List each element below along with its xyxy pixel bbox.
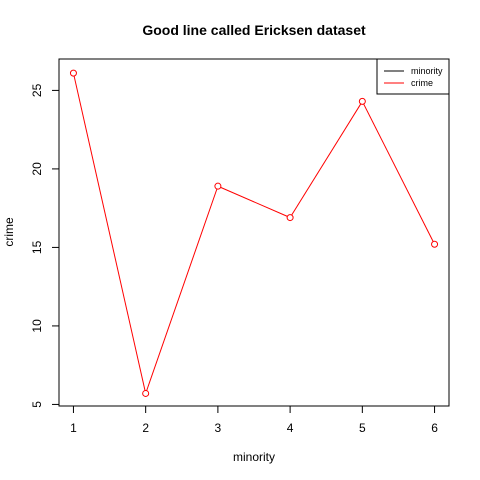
series-line-segment: [291, 103, 362, 216]
x-tick-label: 1: [70, 421, 77, 435]
x-axis-label: minority: [233, 450, 275, 464]
series-line-segment: [146, 188, 218, 391]
x-tick-label: 6: [431, 421, 438, 435]
x-tick-label: 5: [359, 421, 366, 435]
data-point: [214, 182, 222, 190]
y-axis: 5 10 15 20 25: [30, 83, 60, 408]
y-tick-label: 20: [30, 162, 44, 176]
series-line-segment: [363, 103, 434, 242]
legend-label: crime: [411, 78, 433, 88]
plot-area-border: [58, 58, 450, 407]
y-axis-label: crime: [2, 217, 16, 247]
chart-title: Good line called Ericksen dataset: [142, 22, 366, 38]
x-tick-label: 3: [215, 421, 222, 435]
y-tick-label: 5: [30, 401, 44, 408]
data-point: [358, 97, 366, 105]
y-tick-label: 15: [30, 240, 44, 254]
x-tick-label: 4: [287, 421, 294, 435]
x-axis: 1 2 3 4 5 6: [70, 405, 438, 435]
series-line-segment: [73, 75, 146, 391]
legend-label: minority: [411, 66, 443, 76]
series-layer: [69, 69, 439, 397]
data-point: [286, 214, 294, 222]
x-tick-label: 2: [142, 421, 149, 435]
legend-box: [376, 58, 450, 95]
data-point: [431, 240, 439, 248]
data-point: [142, 389, 150, 397]
data-point: [69, 69, 77, 77]
y-tick-label: 10: [30, 319, 44, 333]
series-line-segment: [220, 186, 288, 217]
legend: minority crime: [376, 58, 450, 95]
y-tick-label: 25: [30, 83, 44, 97]
